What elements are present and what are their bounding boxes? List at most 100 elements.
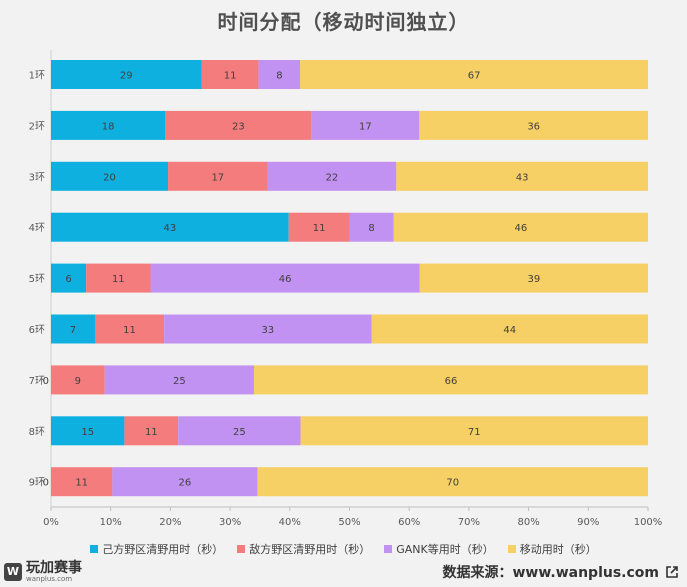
- legend-item: GANK等用时（秒）: [384, 541, 494, 557]
- y-category-label: 4环: [29, 223, 45, 234]
- data-label: 17: [359, 121, 372, 132]
- data-label: 23: [232, 121, 245, 132]
- bar-segment: [165, 110, 312, 140]
- bar-segment: [168, 161, 268, 191]
- bar-segment: [300, 60, 648, 89]
- bar-segment: [150, 263, 420, 293]
- wanplus-logo-icon: W: [4, 563, 22, 581]
- bar-segment: [349, 212, 394, 242]
- x-tick-label: 0%: [43, 517, 59, 528]
- bar-segment: [51, 365, 105, 395]
- x-tick-label: 100%: [634, 517, 663, 528]
- data-label: 66: [445, 376, 458, 387]
- bar-segment: [300, 416, 648, 446]
- bar-segment: [257, 467, 648, 497]
- x-tick-label: 20%: [159, 517, 181, 528]
- legend-swatch: [384, 545, 393, 553]
- bar-segment: [164, 314, 372, 344]
- data-label: 43: [163, 223, 176, 234]
- data-label: 33: [261, 325, 274, 336]
- data-source-text[interactable]: 数据来源：www.wanplus.com: [442, 565, 659, 581]
- y-category-label: 8环: [29, 427, 45, 438]
- bar-segment: [201, 60, 259, 89]
- chart-title: 时间分配（移动时间独立）: [217, 10, 470, 34]
- data-label: 17: [211, 172, 224, 183]
- legend-item: 己方野区清野用时（秒）: [90, 541, 223, 557]
- x-tick-label: 30%: [219, 517, 241, 528]
- data-label: 11: [145, 427, 158, 438]
- legend-swatch: [237, 545, 246, 553]
- data-label: 11: [75, 478, 88, 489]
- bar-segment: [51, 314, 95, 344]
- data-label: 8: [368, 223, 374, 234]
- bar-segment: [371, 314, 648, 344]
- bar-segment: [288, 212, 350, 242]
- x-tick-label: 40%: [279, 517, 301, 528]
- x-tick-label: 60%: [398, 517, 420, 528]
- bar-segment: [396, 161, 648, 191]
- x-tick-label: 70%: [458, 517, 480, 528]
- data-label: 11: [123, 325, 136, 336]
- data-label: 46: [514, 223, 527, 234]
- data-label: 15: [81, 427, 94, 438]
- bar-segment: [178, 416, 301, 446]
- bar-segment: [86, 263, 151, 293]
- data-label: 18: [102, 121, 115, 132]
- legend-item: 敌方野区清野用时（秒）: [237, 541, 370, 557]
- data-label: 9: [75, 376, 81, 387]
- data-label: 22: [326, 172, 339, 183]
- data-label: 25: [173, 376, 186, 387]
- brand-logo: W 玩加赛事 wanplus.com: [4, 561, 82, 583]
- bar-segment: [311, 110, 420, 140]
- data-label: 67: [468, 71, 481, 82]
- bar-segment: [51, 467, 113, 497]
- legend-swatch: [507, 545, 516, 553]
- data-label: 26: [179, 478, 192, 489]
- y-category-label: 1环: [29, 71, 45, 82]
- data-label: 11: [112, 274, 125, 285]
- bar-segment: [51, 161, 169, 191]
- bar-segment: [94, 314, 165, 344]
- legend-label: 己方野区清野用时（秒）: [102, 543, 224, 556]
- bar-segment: [253, 365, 649, 395]
- legend-label: 敌方野区清野用时（秒）: [249, 543, 371, 556]
- data-label: 36: [527, 121, 540, 132]
- brand-url: wanplus.com: [26, 575, 73, 583]
- data-label: 6: [65, 274, 71, 285]
- bar-segment: [419, 263, 648, 293]
- y-category-label: 5环: [29, 274, 45, 285]
- bar-segment: [51, 110, 166, 140]
- data-source[interactable]: 数据来源：www.wanplus.com: [442, 562, 679, 582]
- bar-segment: [124, 416, 179, 446]
- y-category-label: 3环: [29, 172, 45, 183]
- data-label: 46: [279, 274, 292, 285]
- data-label: 29: [120, 71, 133, 82]
- x-tick-label: 80%: [517, 517, 539, 528]
- data-label: 43: [516, 172, 529, 183]
- data-label: 7: [70, 325, 76, 336]
- y-category-label: 2环: [29, 121, 45, 132]
- data-label: 0: [43, 478, 49, 489]
- legend-label: GANK等用时（秒）: [396, 543, 494, 556]
- data-label: 8: [276, 71, 282, 82]
- bar-segment: [393, 212, 648, 242]
- data-label: 0: [43, 376, 49, 387]
- bar-segment: [419, 110, 648, 140]
- data-label: 11: [313, 223, 326, 234]
- y-category-label: 9环: [29, 478, 45, 489]
- data-label: 25: [233, 427, 246, 438]
- y-category-label: 6环: [29, 325, 45, 336]
- x-tick-label: 50%: [338, 517, 360, 528]
- chart-legend: 己方野区清野用时（秒） 敌方野区清野用时（秒） GANK等用时（秒） 移动用时（秒）: [0, 541, 687, 557]
- bar-segment: [258, 60, 301, 89]
- legend-item: 移动用时（秒）: [507, 541, 597, 557]
- external-link-icon[interactable]: [665, 565, 679, 579]
- bar-segment: [51, 416, 125, 446]
- x-tick-label: 10%: [100, 517, 122, 528]
- bar-segment: [51, 263, 87, 293]
- bar-segment: [51, 212, 289, 242]
- data-label: 70: [446, 478, 459, 489]
- bar-segment: [51, 60, 202, 89]
- bar-segment: [104, 365, 254, 395]
